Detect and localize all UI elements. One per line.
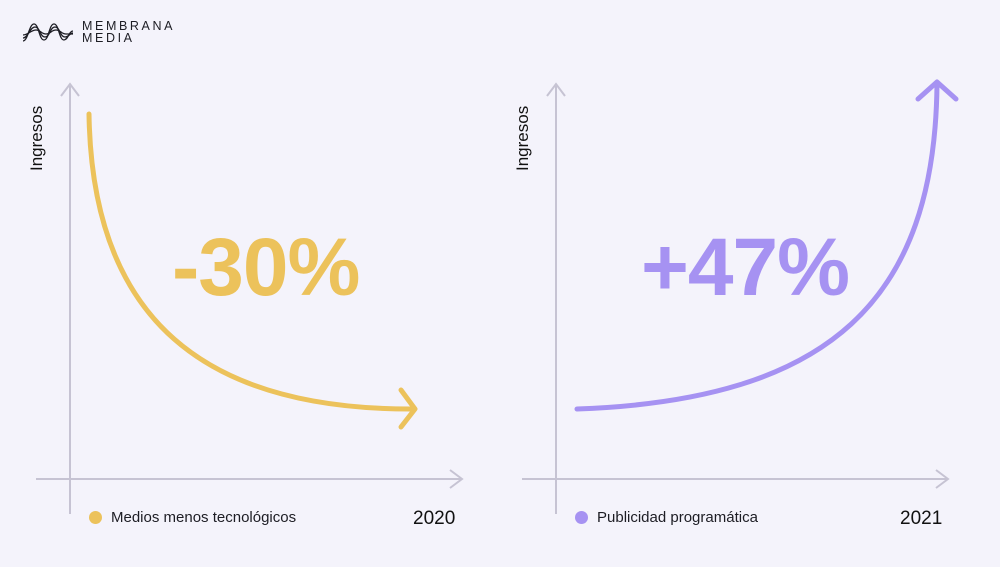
left-legend: Medios menos tecnológicos: [89, 509, 296, 526]
left-legend-dot-icon: [89, 511, 102, 524]
right-change-annotation: +47%: [641, 222, 850, 313]
right-legend-label: Publicidad programática: [597, 509, 758, 526]
left-series-arrowhead: [398, 387, 418, 430]
right-legend-dot-icon: [575, 511, 588, 524]
left-y-axis-arrow: [60, 82, 80, 97]
logo-line-1: MEMBRANA: [82, 19, 176, 33]
left-y-axis-label: Ingresos: [27, 105, 46, 171]
left-change-annotation: -30%: [172, 222, 360, 313]
left-period-label: 2020: [413, 508, 456, 529]
left-chart-axes: [36, 82, 464, 514]
left-x-axis-arrow: [449, 469, 464, 489]
right-series-arrowhead: [915, 79, 959, 102]
left-series-curve: [86, 111, 417, 412]
logo-line-2: MEDIA: [82, 31, 135, 45]
right-chart-axes: [522, 82, 950, 514]
right-legend: Publicidad programática: [575, 509, 758, 526]
right-period-label: 2021: [900, 508, 943, 529]
right-y-axis-arrow: [546, 82, 566, 97]
left-legend-label: Medios menos tecnológicos: [111, 509, 297, 526]
right-x-axis-arrow: [935, 469, 950, 489]
right-series-curve: [574, 81, 940, 412]
membrana-media-logo: MEMBRANA MEDIA: [22, 20, 175, 44]
right-y-axis-label: Ingresos: [513, 105, 532, 171]
logo-wave-icon: [22, 23, 74, 42]
